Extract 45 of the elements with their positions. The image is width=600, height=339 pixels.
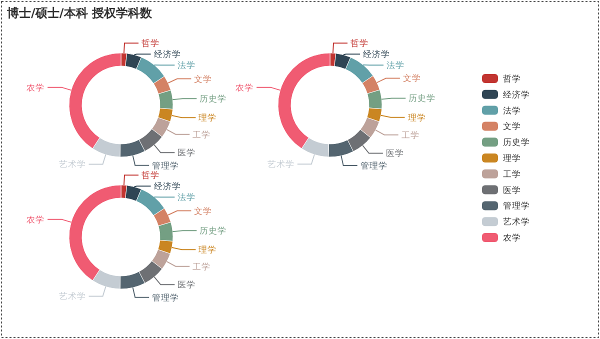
legend-label: 医学 <box>503 184 521 196</box>
slice-label: 工学 <box>192 129 211 140</box>
legend-label: 管理学 <box>503 200 530 212</box>
slice-label: 文学 <box>194 206 212 217</box>
legend-label: 艺术学 <box>503 216 530 228</box>
legend-label: 工学 <box>503 168 521 180</box>
slice-label: 历史学 <box>200 226 227 237</box>
slice-label: 哲学 <box>142 38 160 50</box>
slice-label: 管理学 <box>360 160 388 172</box>
slice-label: 管理学 <box>152 292 180 304</box>
slice-label: 经济学 <box>154 49 181 60</box>
slice-label: 文学 <box>402 73 421 84</box>
slice-label: 理学 <box>198 112 217 124</box>
slice-label: 农学 <box>26 82 45 94</box>
slice-label: 历史学 <box>200 94 227 105</box>
legend-label: 法学 <box>503 105 521 116</box>
slice-label: 法学 <box>386 60 405 72</box>
slice-label: 法学 <box>178 192 196 204</box>
slice-label: 艺术学 <box>58 159 86 170</box>
legend-label: 农学 <box>503 232 521 244</box>
legend-label: 理学 <box>503 152 521 164</box>
slice-label: 医学 <box>178 280 196 291</box>
legend-label: 哲学 <box>503 73 521 84</box>
slice-label: 农学 <box>26 214 45 226</box>
legend-label: 文学 <box>503 121 521 132</box>
slice-label: 理学 <box>408 112 426 124</box>
slice-label: 医学 <box>178 148 196 159</box>
slice-label: 法学 <box>178 60 196 72</box>
slice-label: 医学 <box>386 148 404 160</box>
legend-label: 经济学 <box>503 89 530 100</box>
slice-label: 工学 <box>401 130 420 141</box>
slice-label: 工学 <box>192 261 211 272</box>
slice-label: 艺术学 <box>267 159 294 170</box>
slice-label: 哲学 <box>142 170 160 182</box>
chart-title: 博士/硕士/本科 授权学科数 <box>6 6 153 20</box>
slice-label: 历史学 <box>408 93 436 104</box>
slice-label: 艺术学 <box>58 291 86 302</box>
slice-label: 管理学 <box>152 160 180 172</box>
slice-label: 文学 <box>194 74 212 85</box>
slice-label: 理学 <box>198 244 217 256</box>
slice-label: 农学 <box>236 82 254 94</box>
slice-label: 哲学 <box>350 38 369 50</box>
legend-label: 历史学 <box>503 137 530 148</box>
slice-label: 经济学 <box>154 181 181 192</box>
slice-label: 经济学 <box>362 49 390 60</box>
